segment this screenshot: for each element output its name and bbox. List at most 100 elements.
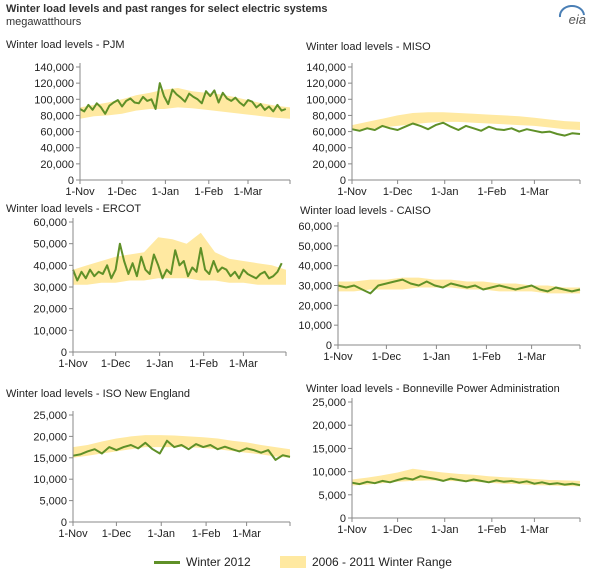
x-tick-label: 1-Feb <box>472 351 501 363</box>
chart-title: Winter load levels - MISO <box>306 41 431 53</box>
y-tick-label: 25,000 <box>312 397 346 409</box>
y-tick-label: 40,000 <box>33 260 67 272</box>
legend-label-winter-2012: Winter 2012 <box>186 555 251 569</box>
chart-title: Winter load levels - Bonneville Power Ad… <box>306 383 560 395</box>
winter-2012-line <box>72 242 283 282</box>
y-tick-label: 5,000 <box>39 496 67 508</box>
x-tick-label: 1-Nov <box>58 528 88 540</box>
y-tick-label: 20,000 <box>40 159 74 171</box>
y-tick-label: 25,000 <box>33 410 67 422</box>
y-tick-label: 0 <box>340 513 346 525</box>
chart-title: Winter load levels - ISO New England <box>6 388 190 400</box>
chart-panel: Winter load levels - CAISO 0 10,000 20,000 3… <box>298 205 581 363</box>
x-tick-label: 1-Jan <box>146 358 174 370</box>
y-tick-label: 0 <box>68 175 74 187</box>
y-tick-label: 20,000 <box>312 420 346 432</box>
chart-title: Winter load levels - PJM <box>6 39 125 51</box>
y-tick-label: 0 <box>326 340 332 352</box>
x-tick-label: 1-Dec <box>102 528 132 540</box>
y-tick-label: 20,000 <box>298 300 332 312</box>
x-tick-label: 1-Nov <box>337 186 367 198</box>
winter-2012-line <box>72 439 291 461</box>
range-area <box>73 435 290 458</box>
y-tick-label: 80,000 <box>312 110 346 122</box>
winter-2012-line <box>351 121 581 137</box>
x-tick-label: 1-Feb <box>194 186 223 198</box>
x-tick-label: 1-Mar <box>520 186 549 198</box>
y-tick-label: 20,000 <box>33 304 67 316</box>
y-tick-label: 30,000 <box>298 281 332 293</box>
y-tick-label: 0 <box>340 175 346 187</box>
y-tick-label: 10,000 <box>312 467 346 479</box>
chart-panel: Winter load levels - MISO 0 20,000 40,000 60… <box>306 41 581 198</box>
y-tick-label: 0 <box>61 347 67 359</box>
legend: Winter 2012 2006 - 2011 Winter Range <box>0 551 596 571</box>
y-tick-label: 60,000 <box>40 127 74 139</box>
winter-2012-line <box>351 475 581 487</box>
y-tick-label: 20,000 <box>312 159 346 171</box>
y-tick-label: 60,000 <box>33 217 67 229</box>
x-tick-label: 1-Mar <box>517 351 546 363</box>
legend-label-winter-range: 2006 - 2011 Winter Range <box>312 555 452 569</box>
y-tick-label: 60,000 <box>298 221 332 233</box>
y-tick-label: 15,000 <box>33 453 67 465</box>
y-tick-label: 10,000 <box>33 325 67 337</box>
y-tick-label: 140,000 <box>306 62 346 74</box>
y-tick-label: 40,000 <box>312 143 346 155</box>
page-title: Winter load levels and past ranges for s… <box>6 3 328 15</box>
x-tick-label: 1-Jan <box>431 524 459 536</box>
eia-logo: eia <box>568 12 586 27</box>
range-area <box>73 232 286 285</box>
chart-panel: Winter load levels - ERCOT 0 10,000 20,000 3… <box>6 203 287 370</box>
y-tick-label: 20,000 <box>33 431 67 443</box>
y-tick-label: 5,000 <box>318 490 346 502</box>
chart-title: Winter load levels - ERCOT <box>6 203 141 215</box>
x-tick-label: 1-Dec <box>383 524 413 536</box>
winter-2012-line <box>79 82 287 115</box>
x-tick-label: 1-Jan <box>152 186 180 198</box>
x-tick-label: 1-Jan <box>423 351 451 363</box>
x-tick-label: 1-Feb <box>477 186 506 198</box>
y-tick-label: 100,000 <box>34 94 74 106</box>
x-tick-label: 1-Mar <box>234 186 263 198</box>
y-tick-label: 0 <box>61 517 67 529</box>
x-tick-label: 1-Nov <box>58 358 88 370</box>
x-tick-label: 1-Jan <box>431 186 459 198</box>
y-tick-label: 30,000 <box>33 282 67 294</box>
range-area <box>352 112 580 130</box>
y-tick-label: 50,000 <box>33 239 67 251</box>
y-tick-label: 10,000 <box>298 320 332 332</box>
legend-item-winter-2012: Winter 2012 <box>154 555 251 569</box>
y-tick-label: 10,000 <box>33 474 67 486</box>
x-tick-label: 1-Dec <box>107 186 137 198</box>
x-tick-label: 1-Feb <box>477 524 506 536</box>
range-area <box>80 88 290 119</box>
y-tick-label: 80,000 <box>40 110 74 122</box>
y-tick-label: 40,000 <box>40 143 74 155</box>
y-tick-label: 100,000 <box>306 94 346 106</box>
eia-logo-arc-icon <box>558 5 585 18</box>
x-tick-label: 1-Dec <box>101 358 131 370</box>
winter-2012-line <box>337 278 581 295</box>
x-tick-label: 1-Nov <box>323 351 353 363</box>
x-tick-label: 1-Nov <box>65 186 95 198</box>
x-tick-label: 1-Dec <box>383 186 413 198</box>
y-tick-label: 15,000 <box>312 443 346 455</box>
legend-item-winter-range: 2006 - 2011 Winter Range <box>280 555 452 569</box>
y-tick-label: 140,000 <box>34 62 74 74</box>
x-tick-label: 1-Nov <box>337 524 367 536</box>
chart-panel: Winter load levels - PJM 0 20,000 40,000 60,… <box>6 39 291 198</box>
chart-panel: Winter load levels - ISO New England 0 5,0… <box>6 388 291 540</box>
chart-panel: Winter load levels - Bonneville Power Ad… <box>306 383 581 536</box>
x-tick-label: 1-Dec <box>372 351 402 363</box>
x-tick-label: 1-Mar <box>232 528 261 540</box>
legend-area-swatch <box>280 556 306 568</box>
y-tick-label: 120,000 <box>34 78 74 90</box>
x-tick-label: 1-Mar <box>229 358 258 370</box>
page-subtitle: megawatthours <box>6 16 82 28</box>
y-tick-label: 60,000 <box>312 127 346 139</box>
y-tick-label: 50,000 <box>298 241 332 253</box>
x-tick-label: 1-Feb <box>192 528 221 540</box>
chart-title: Winter load levels - CAISO <box>300 205 431 217</box>
